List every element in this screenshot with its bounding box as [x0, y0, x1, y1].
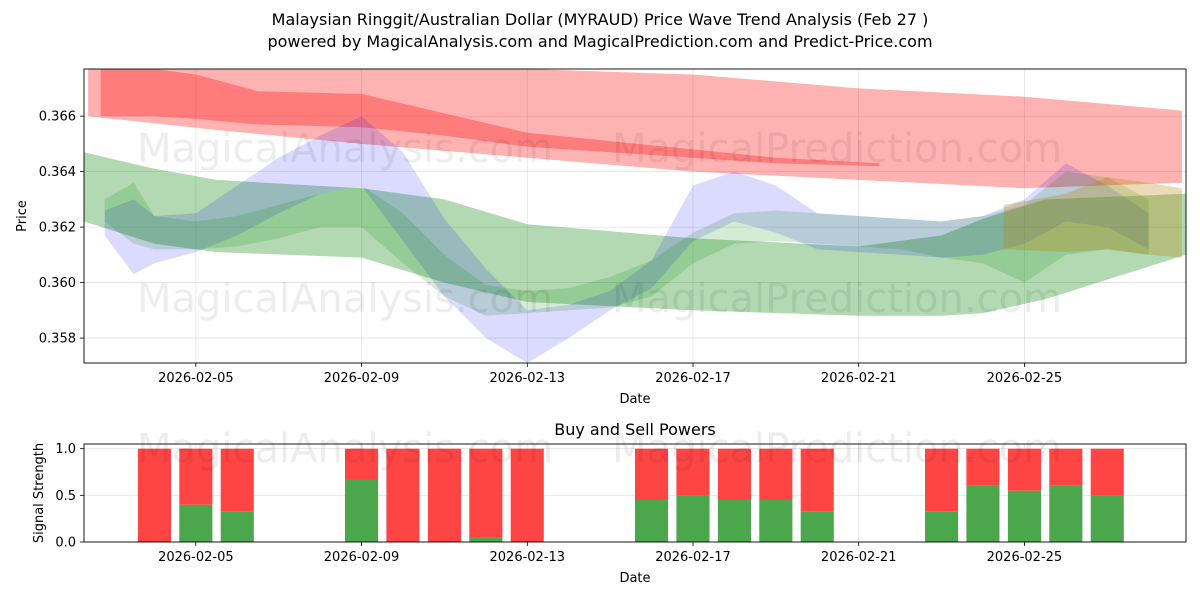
signal-watermarks: MagicalAnalysis.com MagicalPrediction.co… — [137, 426, 1062, 472]
buy-power-bar — [179, 504, 213, 542]
price-x-label: Date — [619, 392, 650, 407]
sell-power-bar — [469, 448, 503, 538]
x-tick-label: 2026-02-05 — [158, 550, 234, 565]
buy-power-bar — [759, 500, 793, 542]
watermark: MagicalPrediction.com — [612, 126, 1062, 172]
sell-power-bar — [427, 448, 461, 542]
x-tick-label: 2026-02-17 — [655, 371, 731, 386]
signal-y-ticks: 0.0 0.5 1.0 — [55, 442, 84, 551]
sell-power-bar — [966, 448, 1000, 486]
green-wave-band — [104, 171, 1149, 316]
price-wave-plot: MagicalAnalysis.com MagicalPrediction.co… — [15, 68, 1187, 407]
brown-wave-band — [1003, 177, 1182, 258]
sell-power-bar — [386, 448, 420, 542]
buy-power-bar — [1007, 490, 1041, 542]
red-wave-band-narrow — [100, 69, 880, 167]
sell-power-bar — [635, 448, 669, 500]
x-tick-label: 2026-02-21 — [821, 550, 897, 565]
sell-power-bar — [179, 448, 213, 505]
x-tick-label: 2026-02-13 — [490, 371, 566, 386]
watermark: MagicalAnalysis.com — [137, 426, 553, 472]
y-tick-label: 0.364 — [39, 165, 76, 180]
y-tick-label: 0.0 — [55, 536, 76, 551]
buy-power-bar — [1049, 485, 1083, 542]
y-tick-label: 0.362 — [39, 221, 76, 236]
blue-wave-band — [104, 116, 1149, 363]
price-x-ticks: 2026-02-05 2026-02-09 2026-02-13 2026-02-17… — [158, 363, 1062, 386]
sell-power-bar — [800, 448, 834, 512]
x-tick-label: 2026-02-13 — [490, 550, 566, 565]
y-tick-label: 0.358 — [39, 332, 76, 347]
buy-power-bar — [469, 537, 503, 542]
watermark: MagicalPrediction.com — [612, 426, 1062, 472]
chart-title-line2: powered by MagicalAnalysis.com and Magic… — [267, 32, 932, 51]
watermark: MagicalAnalysis.com — [137, 126, 553, 172]
y-tick-label: 0.360 — [39, 276, 76, 291]
y-tick-label: 0.366 — [39, 110, 76, 125]
sell-power-bar — [1090, 448, 1124, 496]
buy-power-bar — [676, 495, 710, 542]
bottom-chart-title: Buy and Sell Powers — [554, 420, 716, 439]
watermark: MagicalPrediction.com — [612, 276, 1062, 322]
sell-power-bar — [220, 448, 254, 512]
y-tick-label: 0.5 — [55, 489, 76, 504]
x-tick-label: 2026-02-25 — [987, 371, 1063, 386]
sell-power-bar — [345, 448, 379, 480]
price-grid — [84, 69, 1186, 363]
green-wave-band-wide — [84, 152, 1186, 316]
wave-bands — [84, 69, 1186, 363]
signal-x-label: Date — [619, 571, 650, 586]
price-y-ticks: 0.358 0.360 0.362 0.364 0.366 — [39, 110, 84, 347]
buy-power-bar — [800, 511, 834, 542]
x-tick-label: 2026-02-09 — [324, 371, 400, 386]
sell-power-bar — [925, 448, 959, 512]
x-tick-label: 2026-02-21 — [821, 371, 897, 386]
buy-power-bar — [635, 500, 669, 542]
sell-power-bar — [759, 448, 793, 500]
red-wave-band-wide — [88, 69, 1182, 189]
x-tick-label: 2026-02-09 — [324, 550, 400, 565]
x-tick-label: 2026-02-05 — [158, 371, 234, 386]
buy-power-bar — [220, 511, 254, 542]
price-y-label: Price — [15, 200, 30, 232]
sell-power-bar — [1049, 448, 1083, 486]
signal-axes-frame — [83, 443, 1187, 543]
signal-x-ticks: 2026-02-05 2026-02-09 2026-02-13 2026-02-17… — [158, 542, 1062, 565]
sell-power-bar — [1007, 448, 1041, 491]
x-tick-label: 2026-02-25 — [987, 550, 1063, 565]
y-tick-label: 1.0 — [55, 442, 76, 457]
sell-power-bar — [137, 448, 171, 542]
buy-power-bar — [717, 500, 751, 542]
buy-power-bar — [1090, 495, 1124, 542]
buy-power-bar — [925, 511, 959, 542]
buy-power-bar — [966, 485, 1000, 542]
x-tick-label: 2026-02-17 — [655, 550, 731, 565]
price-axes-frame — [83, 68, 1187, 364]
chart-title-line1: Malaysian Ringgit/Australian Dollar (MYR… — [272, 10, 929, 29]
watermark: MagicalAnalysis.com — [137, 276, 553, 322]
sell-power-bar — [510, 448, 544, 542]
buy-sell-powers-plot: Buy and Sell Powers MagicalAnalysis.com … — [32, 420, 1187, 586]
price-watermarks: MagicalAnalysis.com MagicalPrediction.co… — [137, 126, 1062, 322]
sell-power-bar — [717, 448, 751, 500]
signal-y-label: Signal Strength — [32, 443, 47, 543]
buy-power-bar — [345, 479, 379, 542]
sell-power-bar — [676, 448, 710, 496]
signal-bars — [137, 448, 1124, 542]
